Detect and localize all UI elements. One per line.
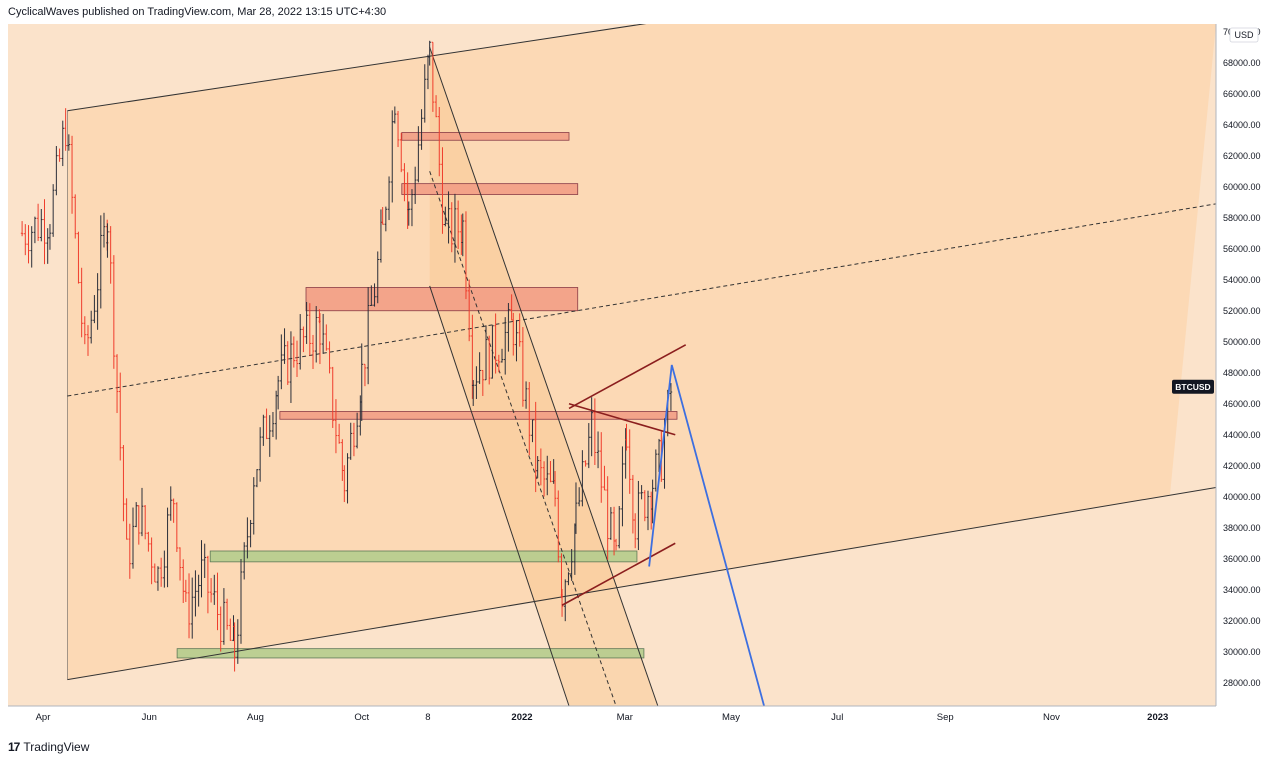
resistance-zone-1	[401, 132, 570, 141]
time-tick-label: May	[722, 712, 740, 723]
price-tick-label: 64000.00	[1223, 120, 1261, 130]
time-tick-label: Oct	[354, 712, 369, 723]
price-tick-label: 60000.00	[1223, 182, 1261, 192]
resistance-zone-2	[401, 183, 579, 195]
time-tick-label: Jun	[142, 712, 157, 723]
price-chart[interactable]: 28000.00 30000.00 32000.00 34000.00 36000.00…	[0, 15, 1280, 734]
price-tick-label: 44000.00	[1223, 430, 1261, 440]
support-zone-6	[176, 648, 645, 659]
chart-area[interactable]: 28000.00 30000.00 32000.00 34000.00 36000.00…	[0, 15, 1280, 739]
resistance-zone-4	[279, 411, 678, 420]
currency-label-box	[1229, 27, 1259, 43]
symbol-badge	[1172, 379, 1214, 394]
time-axis-background	[0, 706, 1280, 734]
support-zone-5	[209, 550, 638, 563]
price-tick-label: 50000.00	[1223, 337, 1261, 347]
currency-label: USD	[1234, 30, 1254, 40]
price-tick-label: 58000.00	[1223, 213, 1261, 223]
down-channel-upper-line	[429, 47, 659, 707]
price-tick-label: 36000.00	[1223, 554, 1261, 564]
time-tick-label: Nov	[1043, 712, 1060, 723]
candles	[20, 40, 673, 672]
time-tick-label: Mar	[617, 712, 633, 723]
channel-midline	[67, 203, 1217, 397]
price-tick-label: 48000.00	[1223, 368, 1261, 378]
price-tick-label: 32000.00	[1223, 616, 1261, 626]
price-tick-label: 54000.00	[1223, 275, 1261, 285]
time-tick-label: 8	[425, 712, 430, 723]
time-tick-label: Jul	[831, 712, 843, 723]
time-tick-label: 2023	[1147, 712, 1168, 723]
price-tick-label: 30000.00	[1223, 647, 1261, 657]
time-tick-label: Sep	[937, 712, 954, 723]
resistance-zone-3	[305, 287, 579, 312]
wedge-lower-line	[561, 542, 676, 606]
channel-upper-line	[67, 15, 695, 112]
price-tick-label: 40000.00	[1223, 492, 1261, 502]
ascending-channel-fill	[67, 24, 1217, 680]
down-channel-midline	[429, 171, 617, 707]
price-tick-label: 42000.00	[1223, 461, 1261, 471]
wedge-upper-line	[568, 344, 687, 410]
tradingview-logo-mark: 17	[8, 740, 20, 754]
price-axis-background	[1216, 24, 1280, 706]
price-tick-label: 34000.00	[1223, 585, 1261, 595]
price-tick-label: 56000.00	[1223, 244, 1261, 254]
price-tick-label: 52000.00	[1223, 306, 1261, 316]
price-tick-label: 28000.00	[1223, 678, 1261, 688]
publish-info: CyclicalWaves published on TradingView.c…	[8, 6, 387, 18]
price-tick-label: 38000.00	[1223, 523, 1261, 533]
tradingview-logo-text: TradingView	[23, 740, 90, 754]
time-tick-label: Apr	[36, 712, 51, 723]
time-tick-label: 2022	[511, 712, 532, 723]
time-tick-label: Aug	[247, 712, 264, 723]
symbol-badge-label: BTCUSD	[1175, 382, 1210, 392]
wedge-cross-line	[568, 402, 676, 436]
down-channel-lower-line	[429, 285, 570, 707]
price-tick-label: 46000.00	[1223, 399, 1261, 409]
price-tick-label: 62000.00	[1223, 151, 1261, 161]
tradingview-logo[interactable]: 17 TradingView	[8, 740, 89, 754]
price-tick-label: 68000.00	[1223, 58, 1261, 68]
price-tick-label: 66000.00	[1223, 89, 1261, 99]
projection-path	[648, 364, 765, 707]
channel-lower-line	[67, 486, 1217, 681]
